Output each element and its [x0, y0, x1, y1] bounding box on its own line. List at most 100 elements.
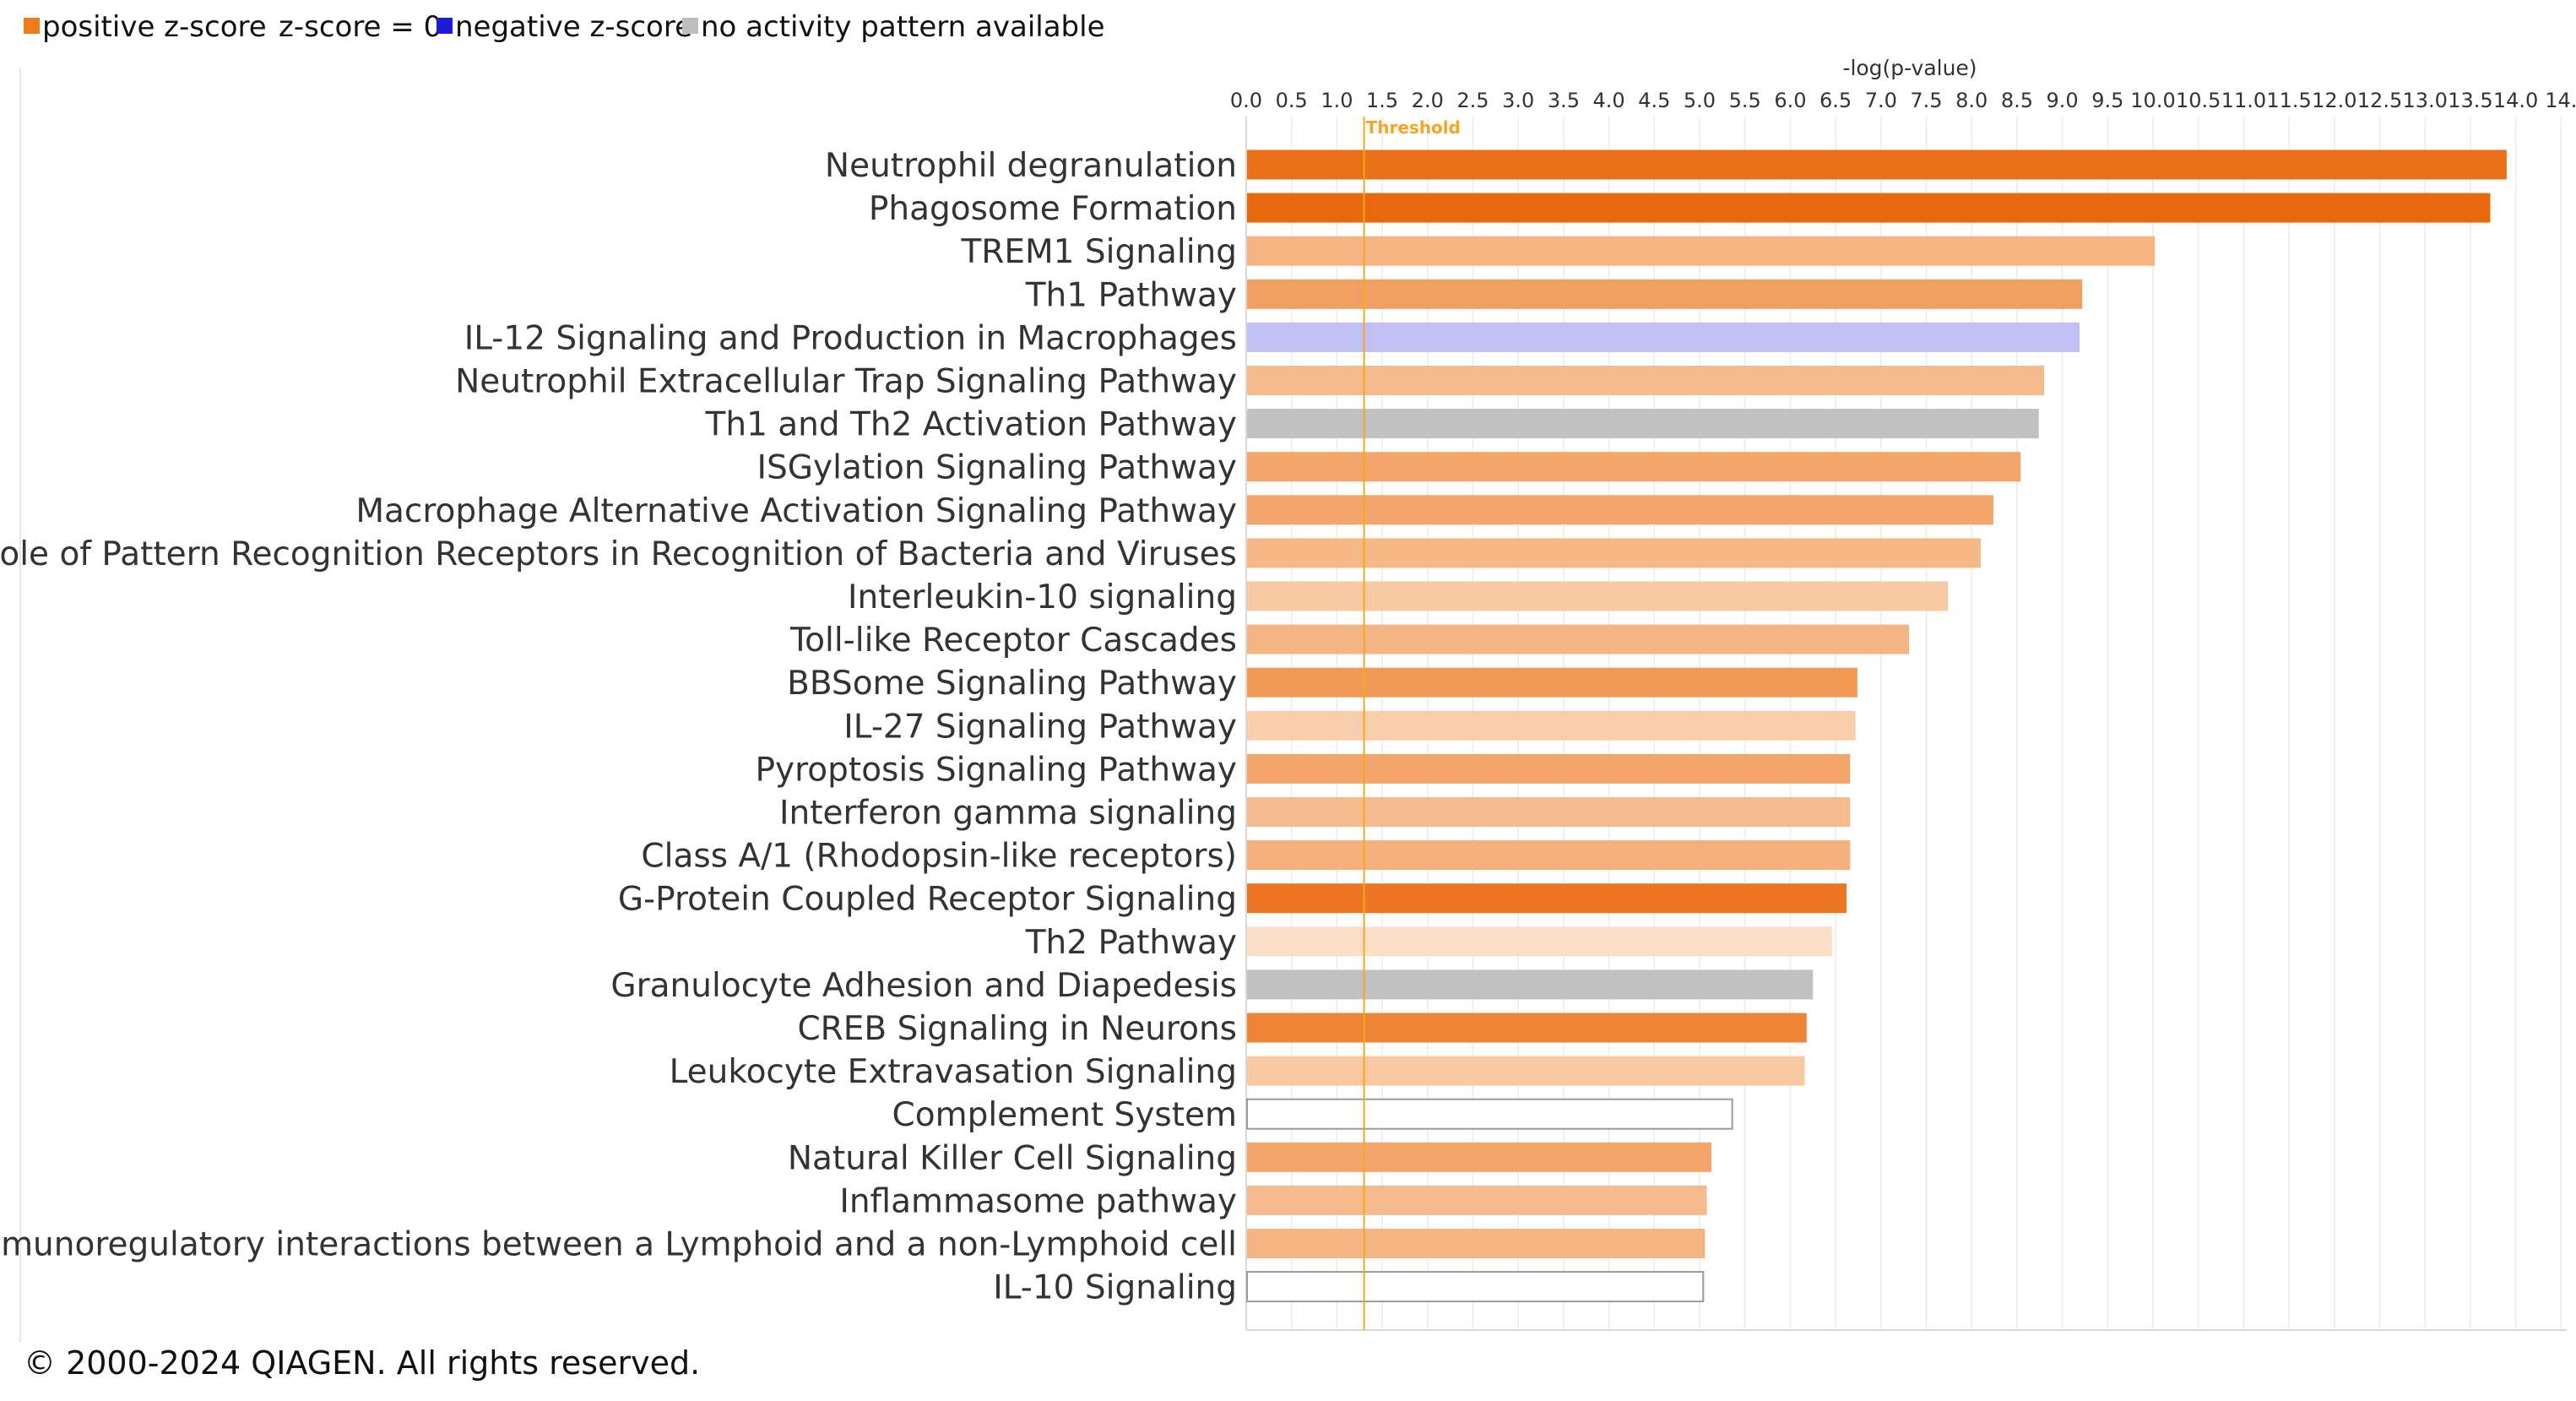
bar	[1247, 969, 1814, 1000]
tick-label: 12.5	[2357, 89, 2402, 112]
category-label: G-Protein Coupled Receptor Signaling	[618, 881, 1237, 919]
tick-label: 2.5	[1456, 89, 1489, 112]
tick-label: 9.5	[2091, 89, 2123, 112]
bar	[1247, 667, 1857, 698]
bar	[1246, 1271, 1705, 1303]
bar	[1247, 753, 1851, 784]
bar	[1247, 710, 1856, 741]
category-label: ISGylation Signaling Pathway	[757, 449, 1237, 487]
tick-label: 0.5	[1276, 89, 1308, 112]
bar	[1247, 322, 2080, 352]
bar	[1247, 279, 2083, 309]
bar	[1247, 797, 1851, 827]
x-axis-title: -log(p-value)	[1842, 56, 1977, 80]
tick-label: 9.0	[2047, 89, 2079, 112]
tick-label: 10.0	[2130, 89, 2175, 112]
legend-label: no activity pattern available	[701, 10, 1105, 44]
tick-label: 11.0	[2221, 89, 2266, 112]
tick-label: 8.5	[2001, 89, 2033, 112]
category-label: Macrophage Alternative Activation Signal…	[355, 492, 1237, 530]
tick-label: 6.5	[1819, 89, 1852, 112]
x-axis: 0.0 0.5 1.0 1.5 2.0 2.5 3.0 3.5 4.0 4.5 5.0 5.5 6.0 6…	[19, 56, 2576, 1343]
legend-marker	[682, 18, 698, 34]
category-label: TREM1 Signaling	[960, 233, 1237, 271]
category-label: Interleukin-10 signaling	[848, 578, 1237, 616]
bar	[1247, 495, 1993, 525]
tick-label: 3.5	[1548, 89, 1580, 112]
bar	[1247, 883, 1847, 914]
tick-label: 0.0	[1230, 89, 1262, 112]
copyright-notice: © 2000-2024 QIAGEN. All rights reserved.	[24, 1344, 700, 1382]
bar	[1247, 366, 2045, 395]
bar	[1247, 1229, 1706, 1258]
tick-label: 5.5	[1729, 89, 1761, 112]
tick-label: 13.0	[2402, 89, 2447, 112]
category-label: IL-27 Signaling Pathway	[843, 708, 1237, 746]
tick-label: 1.0	[1321, 89, 1353, 112]
legend-label: positive z-score	[42, 10, 267, 44]
tick-label: 14.0	[2493, 89, 2538, 112]
bar	[1247, 149, 2507, 180]
legend: positive z-score z-score = 0 negative z-sc…	[24, 10, 1105, 44]
category-label: CREB Signaling in Neurons	[797, 1010, 1237, 1048]
category-label: Role of Pattern Recognition Receptors in…	[0, 535, 1237, 573]
category-label: Phagosome Formation	[869, 190, 1237, 228]
category-label: Interferon gamma signaling	[779, 795, 1237, 833]
tick-label: 12.0	[2312, 89, 2356, 112]
threshold: Threshold	[1363, 117, 1461, 1330]
tick-label: 7.5	[1910, 89, 1942, 112]
tick-label: 13.5	[2448, 89, 2492, 112]
category-label: Class A/1 (Rhodopsin-like receptors)	[641, 838, 1237, 876]
category-label: IL-12 Signaling and Production in Macrop…	[464, 319, 1237, 357]
category-label: Granulocyte Adhesion and Diapedesis	[610, 967, 1237, 1005]
bar	[1247, 409, 2039, 439]
tick-label: 1.5	[1366, 89, 1398, 112]
category-label: Inflammasome pathway	[839, 1182, 1237, 1220]
category-label: BBSome Signaling Pathway	[787, 665, 1237, 703]
category-label: Th1 and Th2 Activation Pathway	[705, 406, 1237, 444]
bar	[1247, 538, 1981, 568]
tick-label: 6.0	[1774, 89, 1806, 112]
category-label: Pyroptosis Signaling Pathway	[756, 751, 1237, 789]
bar	[1247, 624, 1910, 654]
tick-label: 2.0	[1412, 89, 1444, 112]
bar	[1246, 1098, 1733, 1130]
bar	[1247, 1185, 1707, 1215]
legend-label: negative z-score	[455, 10, 692, 44]
category-label: Neutrophil degranulation	[825, 147, 1237, 185]
bar	[1247, 840, 1851, 871]
category-label: IL-10 Signaling	[993, 1269, 1237, 1307]
legend-label: z-score = 0	[279, 10, 442, 44]
bar	[1247, 236, 2156, 266]
bar	[1247, 452, 2021, 482]
tick-label: 14.	[2545, 89, 2576, 112]
bar	[1247, 1142, 1711, 1172]
category-label: Neutrophil Extracellular Trap Signaling …	[455, 363, 1237, 401]
tick-label: 8.0	[1955, 89, 1988, 112]
category-label: Natural Killer Cell Signaling	[788, 1139, 1237, 1177]
tick-label: 3.0	[1502, 89, 1534, 112]
tick-label: 4.0	[1593, 89, 1625, 112]
legend-marker	[24, 18, 40, 34]
threshold-label: Threshold	[1366, 117, 1461, 138]
tick-label: 10.5	[2176, 89, 2221, 112]
tick-label: 4.5	[1638, 89, 1670, 112]
category-label: Complement System	[892, 1096, 1238, 1134]
legend-marker	[437, 18, 453, 34]
bar	[1247, 926, 1832, 957]
category-labels: Neutrophil degranulation Phagosome Format…	[0, 147, 1237, 1307]
tick-label: 7.0	[1865, 89, 1897, 112]
tick-label: 11.5	[2266, 89, 2311, 112]
category-label: Leukocyte Extravasation Signaling	[670, 1053, 1237, 1091]
bars	[1246, 149, 2507, 1303]
bar	[1247, 193, 2491, 223]
category-label: Th2 Pathway	[1025, 924, 1237, 962]
category-label: Toll-like Receptor Cascades	[789, 622, 1237, 660]
tick-label: 5.0	[1684, 89, 1716, 112]
category-label: Immunoregulatory interactions between a …	[0, 1226, 1237, 1264]
bar	[1247, 581, 1949, 611]
category-label: Th1 Pathway	[1025, 276, 1237, 314]
bar	[1247, 1013, 1807, 1043]
bar	[1247, 1056, 1805, 1086]
